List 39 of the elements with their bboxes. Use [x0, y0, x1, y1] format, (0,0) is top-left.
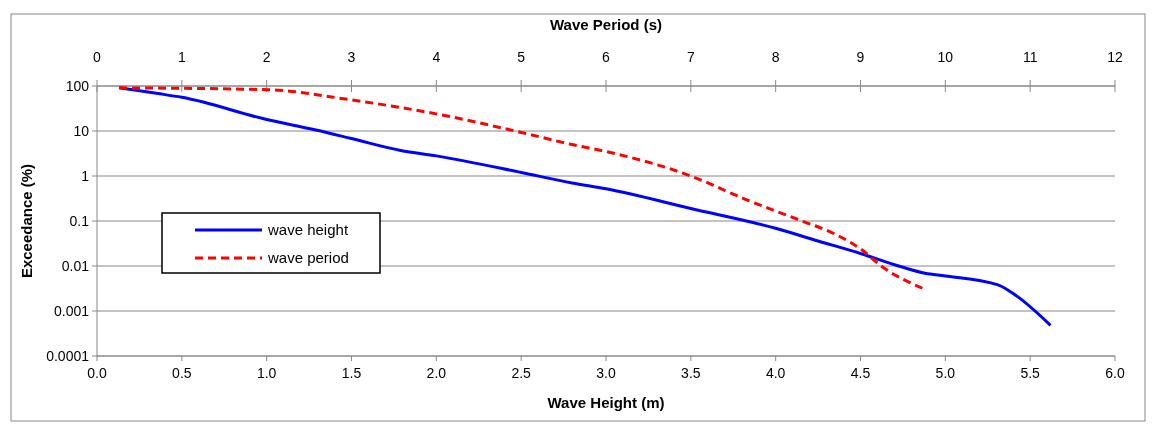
- x-tick-label: 4.5: [850, 365, 871, 381]
- x2-axis-title: Wave Period (s): [550, 16, 662, 33]
- x-tick-label: 2.5: [511, 365, 532, 381]
- x-tick-label: 1.5: [341, 365, 362, 381]
- y-tick-label: 10: [73, 123, 90, 139]
- line-series: [117, 86, 1053, 327]
- y-tick-label: 0.1: [69, 213, 90, 229]
- x-tick-label: 0.0: [87, 365, 107, 381]
- x-tick-label: 3.0: [596, 365, 616, 381]
- x-tick-label: 6.0: [1105, 365, 1125, 381]
- legend-label: wave period: [267, 249, 349, 266]
- x2-tick-label: 2: [262, 49, 271, 65]
- y-tick-label: 0.001: [53, 303, 90, 319]
- x-tick-label: 4.0: [765, 365, 786, 381]
- y-tick-label: 0.0001: [46, 348, 90, 364]
- y-axis-title: Exceedance (%): [18, 163, 35, 279]
- x2-tick-label: 8: [771, 49, 780, 65]
- x-tick-label: 5.0: [935, 365, 956, 381]
- x2-tick-label: 7: [686, 49, 695, 65]
- x2-tick-label: 11: [1022, 49, 1038, 65]
- x-tick-label: 2.0: [426, 365, 447, 381]
- x2-tick-label: 5: [517, 49, 526, 65]
- x2-tick-label: 3: [347, 49, 356, 65]
- x-tick-label: 0.5: [172, 365, 192, 381]
- x2-tick-label: 12: [1107, 49, 1123, 65]
- x-tick-label: 1.0: [256, 365, 277, 381]
- legend-label: wave height: [267, 221, 349, 238]
- y-tick-label: 1: [81, 168, 90, 184]
- x-tick-label: 3.5: [681, 365, 701, 381]
- y-tick-label: 0.01: [61, 258, 90, 274]
- x2-tick-label: 1: [177, 49, 186, 65]
- x2-tick-label: 9: [856, 49, 865, 65]
- x2-tick-label: 6: [602, 49, 611, 65]
- x2-tick-label: 0: [93, 49, 102, 65]
- x-axis-title: Wave Height (m): [547, 394, 665, 411]
- x2-tick-label: 10: [937, 49, 954, 65]
- x-tick-label: 5.5: [1020, 365, 1041, 381]
- x2-tick-label: 4: [432, 49, 441, 65]
- y-tick-label: 100: [65, 78, 90, 94]
